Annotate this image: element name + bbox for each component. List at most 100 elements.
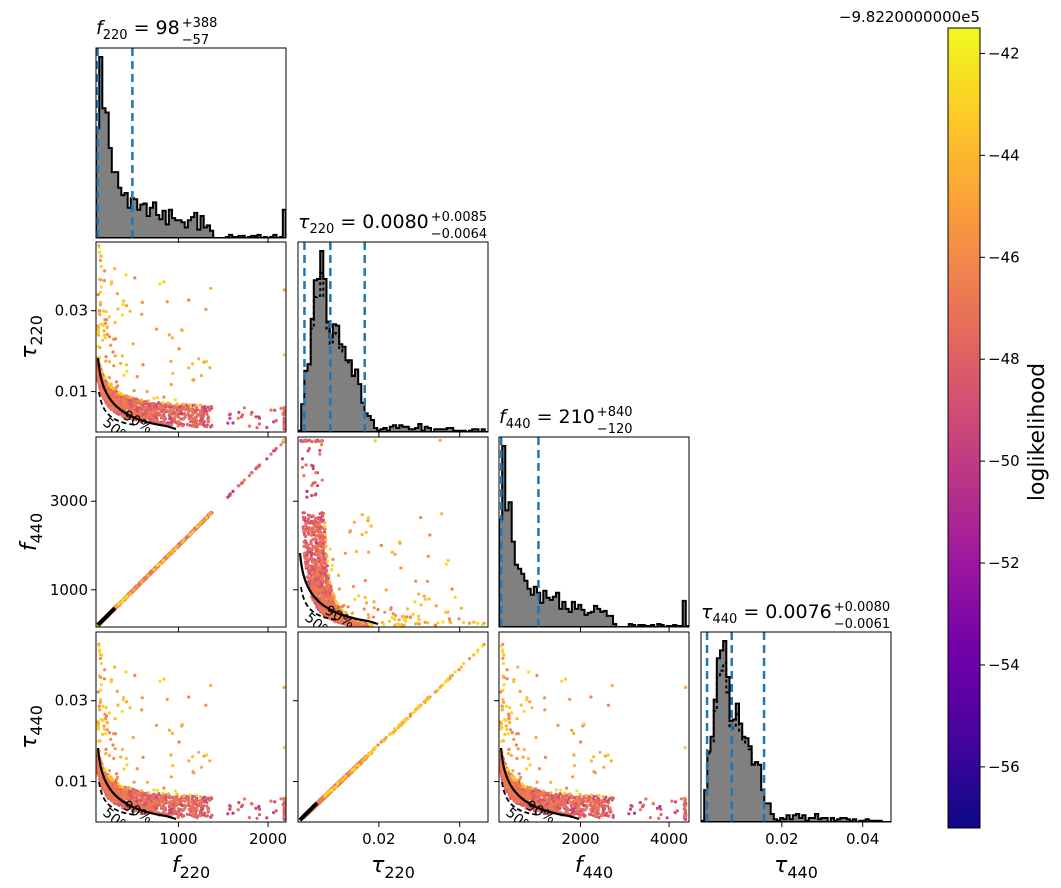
sample-point: [165, 408, 169, 412]
sample-point: [308, 572, 312, 576]
sample-point: [337, 587, 341, 591]
sample-point: [140, 300, 144, 304]
sample-point: [188, 403, 192, 407]
sample-point: [390, 550, 394, 554]
sample-point: [150, 570, 154, 575]
sample-point: [96, 293, 100, 297]
sample-point: [185, 422, 189, 427]
sample-point: [171, 371, 175, 376]
sample-point: [122, 373, 126, 377]
sample-point: [419, 516, 423, 520]
sample-point: [120, 600, 124, 604]
sample-point: [328, 614, 332, 618]
sample-point: [397, 618, 401, 622]
sample-point: [339, 608, 343, 612]
sample-point: [107, 389, 111, 394]
sample-point: [204, 307, 208, 311]
sample-point: [121, 299, 126, 303]
sample-point: [162, 421, 166, 425]
sample-point: [313, 480, 317, 485]
sample-point: [201, 414, 206, 418]
sample-point: [150, 406, 154, 410]
sample-point: [209, 512, 213, 516]
sample-point: [105, 332, 109, 336]
sample-point: [322, 579, 326, 584]
sample-point: [107, 376, 111, 380]
panel-frame: [95, 47, 287, 239]
sample-point: [323, 525, 327, 529]
sample-point: [316, 484, 320, 488]
sample-point: [207, 415, 211, 419]
sample-point: [133, 276, 137, 280]
sample-point: [228, 492, 232, 496]
sample-point: [131, 588, 135, 592]
sample-point: [228, 807, 232, 811]
panel-f220-vs-f220: [95, 47, 287, 243]
sample-point: [249, 471, 253, 475]
sample-point: [306, 532, 311, 536]
sample-point: [247, 474, 251, 478]
sample-point: [157, 406, 161, 410]
sample-point: [282, 424, 286, 429]
sample-point: [140, 416, 144, 420]
sample-point: [307, 526, 311, 530]
sample-point: [313, 551, 318, 555]
panel-frame: [95, 436, 287, 628]
sample-point: [146, 399, 150, 403]
sample-point: [305, 543, 310, 547]
sample-point: [333, 603, 337, 607]
sample-point: [319, 543, 323, 547]
sample-point: [408, 615, 412, 620]
sample-point: [120, 406, 124, 410]
sample-point: [372, 600, 376, 604]
sample-point: [191, 362, 195, 366]
sample-point: [388, 619, 392, 623]
sample-point: [324, 538, 328, 542]
sample-point: [304, 529, 308, 533]
sample-point: [444, 610, 448, 615]
sample-point: [257, 804, 261, 809]
sample-point: [307, 447, 311, 451]
sample-point: [348, 529, 352, 533]
sample-point: [202, 412, 206, 416]
sample-point: [209, 286, 213, 290]
sample-point: [97, 250, 102, 255]
sample-point: [360, 533, 364, 537]
sample-point: [125, 369, 129, 373]
sample-point: [444, 562, 448, 566]
sample-point: [257, 422, 262, 426]
sample-point: [103, 336, 107, 340]
sample-point: [384, 588, 388, 592]
sample-point: [113, 354, 117, 358]
sample-point: [98, 290, 103, 294]
sample-point: [349, 621, 353, 625]
sample-point: [353, 597, 357, 602]
sample-point: [335, 602, 340, 606]
sample-point: [105, 383, 109, 387]
sample-point: [416, 614, 420, 618]
sample-point: [113, 393, 117, 397]
sample-point: [313, 565, 317, 569]
sample-point: [357, 624, 361, 627]
sample-point: [204, 516, 208, 520]
sample-point: [323, 610, 327, 614]
sample-point: [257, 463, 262, 467]
sample-point: [366, 516, 370, 520]
sample-point: [105, 325, 110, 329]
sample-point: [320, 443, 324, 447]
sample-point: [151, 413, 155, 417]
sample-point: [303, 556, 307, 560]
sample-point: [96, 371, 100, 375]
sample-point: [192, 378, 196, 382]
sample-point: [173, 415, 177, 420]
sample-point: [300, 457, 305, 461]
sample-point: [255, 465, 259, 469]
sample-point: [175, 402, 179, 406]
sample-point: [231, 811, 235, 815]
sample-point: [206, 418, 210, 423]
sample-point: [124, 363, 128, 367]
contour-90-percent: [96, 357, 177, 431]
sample-point: [170, 336, 174, 340]
sample-point: [391, 612, 395, 616]
sample-point: [96, 324, 100, 328]
